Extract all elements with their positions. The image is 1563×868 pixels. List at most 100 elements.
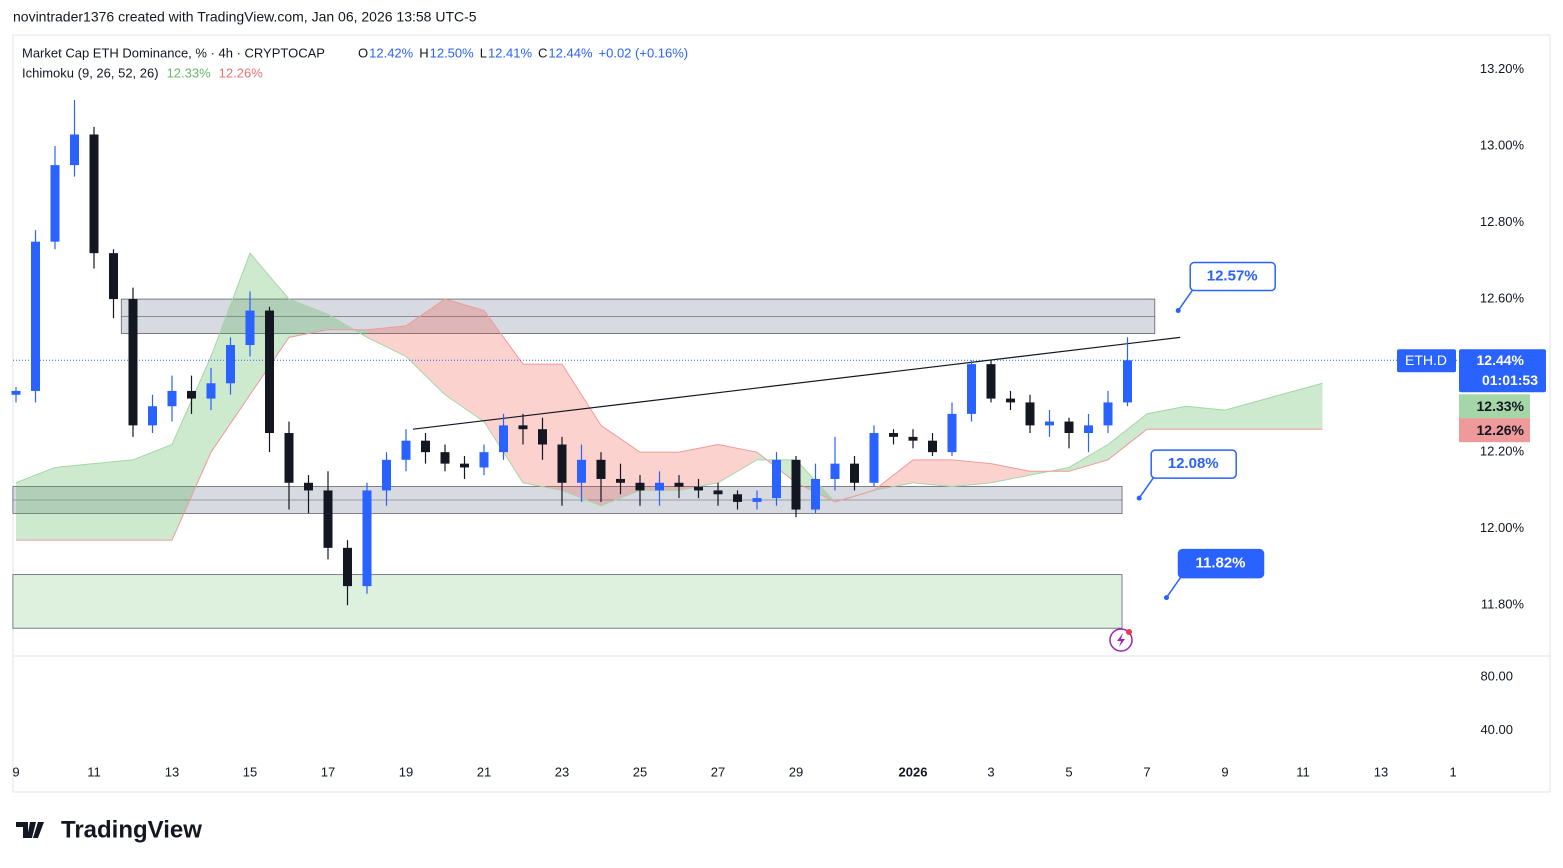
y-tick-label: 12.00% [1480,520,1525,535]
candle-body [1084,425,1093,434]
y-tick-label: 12.20% [1480,444,1525,459]
candle-body [928,440,937,453]
callout-label: 11.82% [1195,555,1245,572]
candle-body [577,459,586,483]
candle-body [850,463,859,483]
candle-body [499,425,508,453]
candle-body [986,364,996,399]
ohlc-key: H [419,45,428,60]
ohlc-value: 12.41% [488,45,533,60]
x-tick-label: 23 [555,764,569,779]
indicator-tag [1459,394,1530,419]
x-tick-label: 17 [321,764,335,779]
candle-body [31,241,40,391]
flash-icon [1109,628,1133,652]
logo-text: TradingView [61,816,202,843]
candle-body [226,345,235,384]
ohlc-value: +0.02 (+0.16%) [599,45,689,60]
chart-title: Market Cap ETH Dominance, % · 4h · CRYPT… [22,45,325,60]
cloud-fill [952,459,991,487]
x-tick-label: 9 [1221,764,1228,779]
x-tick-label: 1 [1450,764,1457,779]
cloud-fill [445,299,484,422]
cloud-fill [94,459,133,541]
candle-body [382,459,391,491]
candle-body [148,406,157,426]
cloud-fill [55,463,94,541]
x-tick-label: 13 [1374,764,1388,779]
chart-frame [12,34,1551,793]
y-tick-label: 12.60% [1480,291,1525,306]
candle-body [343,547,352,587]
candle-body [421,440,430,453]
cloud-fill [913,459,952,487]
x-tick-label: 27 [711,764,725,779]
callout-pointer [1165,577,1182,599]
candle-body [811,478,820,510]
indicator-value: 12.33% [167,65,212,80]
candle-body [362,490,372,587]
callout-dot [1136,495,1142,501]
candle-body [616,478,625,483]
cloud-fill [367,325,406,357]
candle-body [830,463,840,479]
callout-label: 12.57% [1207,268,1258,285]
candle-body [128,299,138,426]
cloud-fill [1069,444,1108,472]
candle-body [635,482,645,491]
cloud-fill [1225,383,1323,430]
y-tick-label: 40.00 [1480,722,1513,737]
candle-body [1103,402,1113,426]
ohlc-value: 12.44% [548,45,593,60]
price-tag-text: 12.44% [1477,352,1525,368]
y-tick-label: 80.00 [1480,668,1513,683]
cloud-fill [1186,406,1225,430]
cloud-fill [484,310,523,483]
cloud-fill [1108,413,1147,460]
cloud-fill [718,444,757,483]
ohlc-value: 12.42% [369,45,414,60]
ohlc-key: L [480,45,487,60]
x-tick-label: 7 [1143,764,1150,779]
callout-dot [1164,595,1169,601]
candle-body [70,134,79,166]
cloud-fill [991,463,1030,483]
x-tick-label: 11 [1296,764,1310,779]
x-tick-label: 13 [165,764,179,779]
symbol-tag-text: ETH.D [1405,352,1447,368]
indicator-name: Ichimoku (9, 26, 52, 26) [22,65,159,80]
x-tick-label: 5 [1065,764,1072,779]
x-tick-label: 3 [987,764,994,779]
y-tick-label: 11.80% [1481,597,1525,612]
candle-body [733,494,742,502]
ohlc-summary: O 12.42% H 12.50% L 12.41% C 12.44% +0.02 (+0.16… [358,45,688,60]
x-tick-label: 11 [87,764,101,779]
cloud-line [16,298,1323,541]
symbol-tag [1397,349,1456,373]
header: novintrader1376 created with TradingView… [13,9,477,25]
candle-body [401,440,411,460]
callout-box [1189,261,1276,292]
candle-body [11,390,21,395]
x-tick-label: 2026 [899,764,928,779]
candle-body [518,425,528,430]
candle-body [869,433,879,483]
x-tick-label: 15 [243,764,257,779]
candle-body [772,459,781,499]
x-tick-label: 19 [399,764,413,779]
price-tag [1459,349,1546,393]
candle-body [89,134,99,254]
callout-label: 12.08% [1168,455,1219,472]
candle-body [538,429,547,445]
candle-body [655,482,664,491]
candle-body [1006,398,1015,403]
candle-body [713,490,723,495]
candle-body [557,444,567,483]
ohlc-value: 12.50% [430,45,475,60]
indicator-tag-text: 12.33% [1477,398,1525,414]
candle-body [265,310,274,434]
callout-dot [1175,308,1181,314]
candle-body [791,459,801,510]
y-tick-label: 12.80% [1480,214,1525,229]
cloud-fill [289,299,328,338]
